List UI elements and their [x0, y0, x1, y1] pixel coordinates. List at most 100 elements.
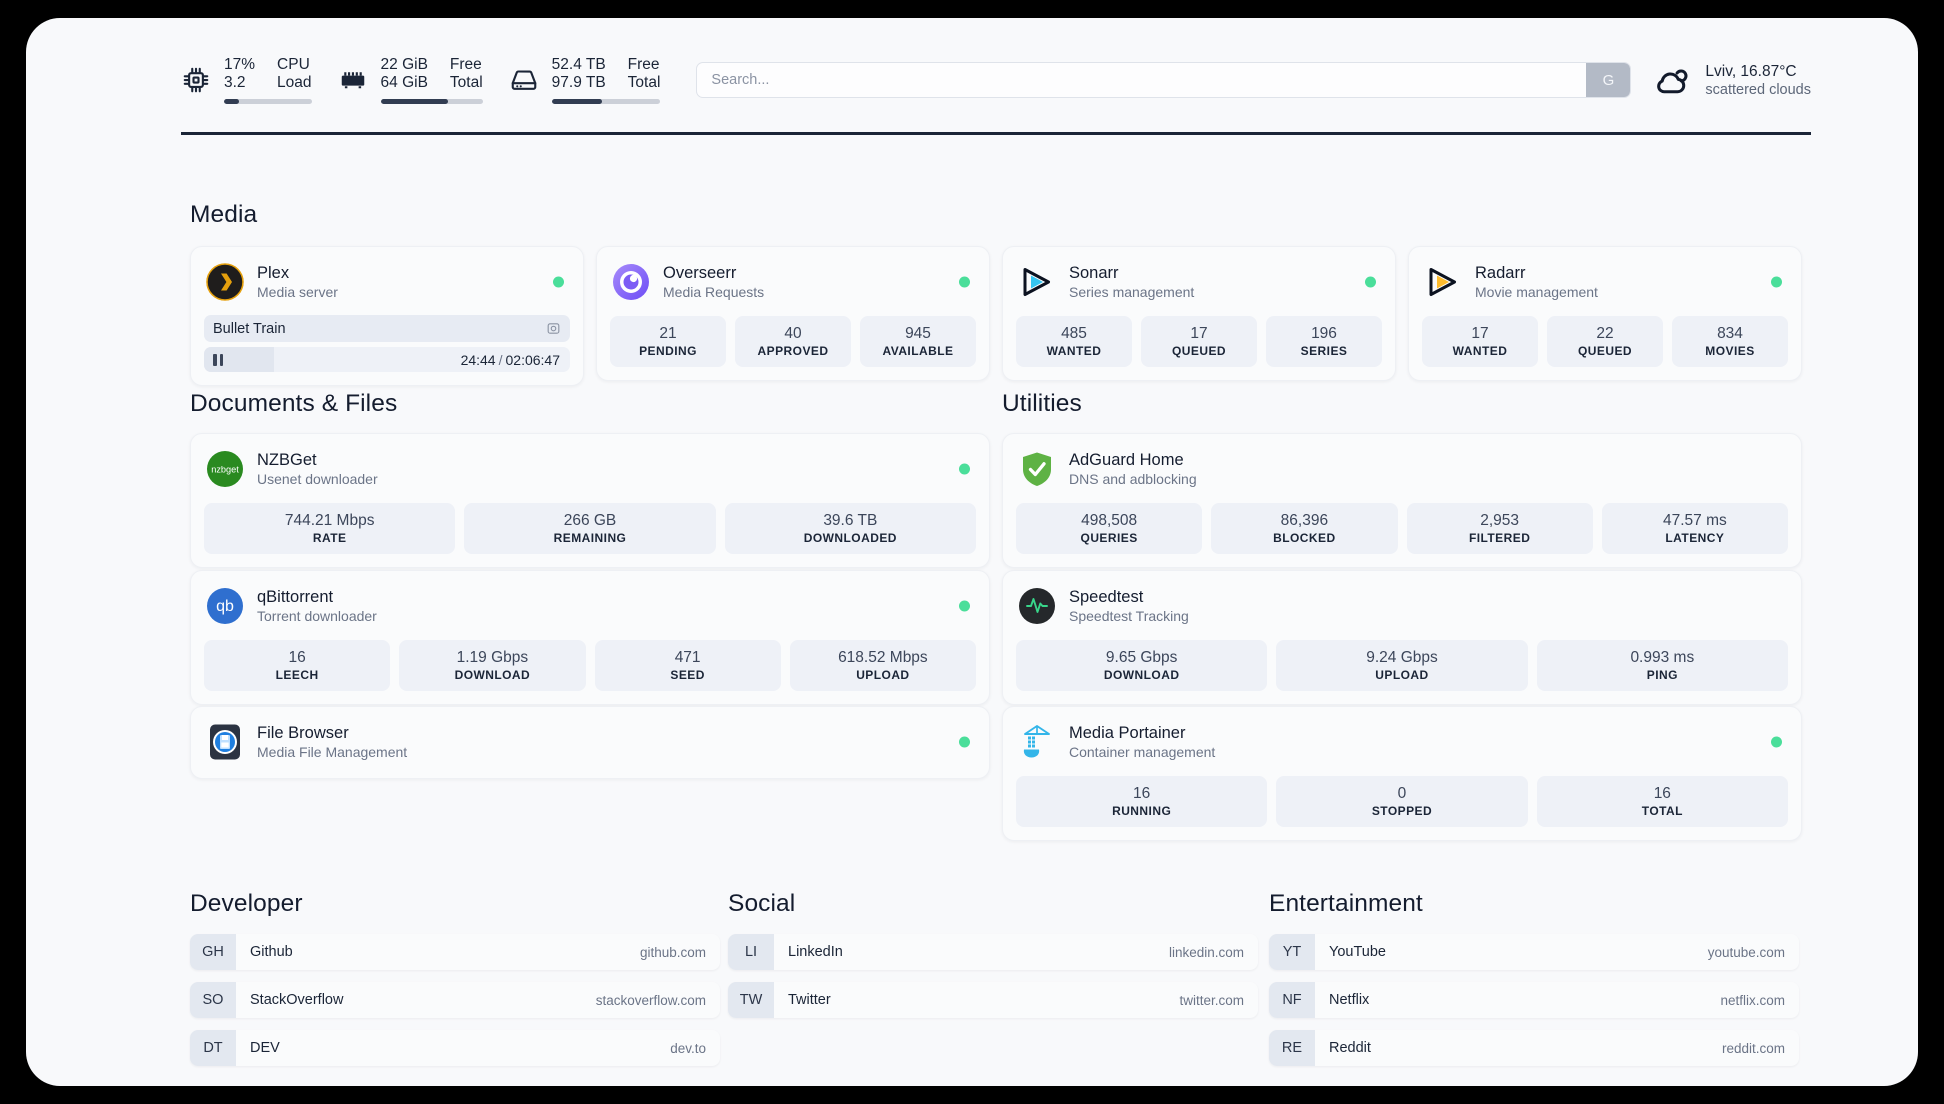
stat-tile: 471 SEED	[594, 640, 781, 691]
cpu-label: CPU	[277, 56, 310, 73]
link-url: reddit.com	[1721, 1040, 1785, 1056]
stat-tile: 834 MOVIES	[1672, 316, 1788, 367]
stat-tile: 9.24 Gbps UPLOAD	[1276, 640, 1528, 691]
sonarr-header: Sonarr Series management	[1016, 259, 1382, 305]
card-sonarr[interactable]: Sonarr Series management 485 WANTED 17 Q…	[1002, 246, 1396, 381]
stat-value: 266 GB	[563, 512, 617, 529]
list-item[interactable]: NF Netflix netflix.com	[1269, 982, 1799, 1018]
sonarr-desc: Series management	[1069, 284, 1195, 300]
stat-tile: 22 QUEUED	[1547, 316, 1663, 367]
list-item[interactable]: RE Reddit reddit.com	[1269, 1030, 1799, 1066]
stat-value: 86,396	[1280, 512, 1329, 529]
search-engine-button[interactable]: G	[1586, 63, 1631, 97]
stat-label: AVAILABLE	[882, 344, 954, 358]
stat-tile: 17 WANTED	[1422, 316, 1538, 367]
list-item[interactable]: GH Github github.com	[190, 934, 720, 970]
bookmarks-social: Social LI LinkedIn linkedin.com TW Twitt…	[728, 890, 1258, 1030]
entertainment-title: Entertainment	[1269, 890, 1423, 917]
cpu-load-label: Load	[277, 74, 312, 91]
memory-free-value: 22 GiB	[380, 56, 428, 73]
speedtest-icon	[1018, 587, 1056, 625]
stat-tile: 86,396 BLOCKED	[1211, 503, 1398, 554]
speedtest-stats: 9.65 Gbps DOWNLOAD 9.24 Gbps UPLOAD 0.99…	[1016, 640, 1788, 691]
card-qbittorrent[interactable]: qb qBittorrent Torrent downloader 16 LEE…	[190, 570, 990, 705]
stat-tile: 498,508 QUERIES	[1016, 503, 1203, 554]
plex-header: Plex Media server	[204, 259, 570, 305]
filebrowser-desc: Media File Management	[257, 744, 408, 760]
link-url: youtube.com	[1707, 944, 1785, 960]
search-box[interactable]: G	[696, 62, 1632, 98]
card-radarr[interactable]: Radarr Movie management 17 WANTED 22 QUE…	[1408, 246, 1802, 381]
link-url: github.com	[639, 944, 706, 960]
link-abbr: TW	[728, 982, 774, 1018]
plex-progress-row[interactable]: 24:44/02:06:47	[204, 347, 570, 372]
pause-icon[interactable]	[213, 353, 223, 366]
stat-value: 834	[1717, 325, 1743, 342]
social-title: Social	[728, 890, 796, 917]
plex-desc: Media server	[257, 284, 338, 300]
cpu-labels: CPU Load	[277, 56, 311, 92]
list-item[interactable]: SO StackOverflow stackoverflow.com	[190, 982, 720, 1018]
link-abbr: GH	[190, 934, 236, 970]
card-filebrowser[interactable]: File Browser Media File Management	[190, 706, 990, 779]
stat-label: FILTERED	[1468, 531, 1531, 545]
card-speedtest[interactable]: Speedtest Speedtest Tracking 9.65 Gbps D…	[1002, 570, 1802, 705]
stat-label: MOVIES	[1705, 344, 1755, 358]
stat-label: RUNNING	[1112, 804, 1172, 818]
stat-value: 471	[674, 649, 701, 666]
filebrowser-status-dot	[959, 736, 970, 748]
portainer-stats: 16 RUNNING 0 STOPPED 16 TOTAL	[1016, 776, 1788, 827]
link-name: Twitter	[788, 992, 831, 1008]
card-plex[interactable]: Plex Media server Bullet Train 24:44/02:…	[190, 246, 584, 386]
cpu-stat-group: 17% 3.2 CPU Load	[181, 56, 312, 104]
search-input[interactable]	[697, 63, 1587, 97]
card-adguard[interactable]: AdGuard Home DNS and adblocking 498,508 …	[1002, 433, 1802, 568]
header-bar: 17% 3.2 CPU Load	[181, 46, 1811, 114]
stat-tile: 0 STOPPED	[1276, 776, 1528, 827]
stat-tile: 40 APPROVED	[735, 316, 851, 367]
overseerr-desc: Media Requests	[663, 284, 765, 300]
stat-label: QUEUED	[1171, 344, 1227, 358]
memory-icon	[338, 65, 368, 95]
stat-value: 0	[1397, 785, 1407, 802]
adguard-shield-icon	[1018, 450, 1056, 488]
qbittorrent-header: qb qBittorrent Torrent downloader	[204, 583, 976, 629]
card-overseerr[interactable]: Overseerr Media Requests 21 PENDING 40 A…	[596, 246, 990, 381]
developer-title: Developer	[190, 890, 303, 917]
memory-values: 22 GiB 64 GiB	[381, 56, 428, 92]
link-name: LinkedIn	[788, 944, 843, 960]
disk-usage-bar	[551, 99, 661, 104]
cloud-icon	[1653, 61, 1691, 99]
link-url: dev.to	[670, 1040, 706, 1056]
list-item[interactable]: LI LinkedIn linkedin.com	[728, 934, 1258, 970]
portainer-icon	[1018, 723, 1056, 761]
stat-tile: 2,953 FILTERED	[1406, 503, 1593, 554]
plex-elapsed: 24:44	[460, 351, 496, 368]
speedtest-name: Speedtest	[1069, 588, 1144, 606]
svg-text:qb: qb	[216, 598, 234, 615]
card-nzbget[interactable]: nzbget NZBGet Usenet downloader 744.21 M…	[190, 433, 990, 568]
nzbget-header: nzbget NZBGet Usenet downloader	[204, 446, 976, 492]
overseerr-stats: 21 PENDING 40 APPROVED 945 AVAILABLE	[610, 316, 976, 367]
adguard-name: AdGuard Home	[1069, 451, 1184, 469]
list-item[interactable]: DT DEV dev.to	[190, 1030, 720, 1066]
card-portainer[interactable]: Media Portainer Container management 16 …	[1002, 706, 1802, 841]
link-abbr: NF	[1269, 982, 1315, 1018]
qbittorrent-status-dot	[959, 600, 970, 612]
stat-tile: 39.6 TB DOWNLOADED	[724, 503, 976, 554]
stat-value: 16	[1133, 785, 1151, 802]
stat-tile: 196 SERIES	[1266, 316, 1382, 367]
stat-label: TOTAL	[1641, 804, 1683, 818]
link-name: YouTube	[1329, 944, 1386, 960]
list-item[interactable]: TW Twitter twitter.com	[728, 982, 1258, 1018]
nzbget-desc: Usenet downloader	[257, 471, 378, 487]
qbittorrent-name: qBittorrent	[257, 588, 334, 606]
cast-icon[interactable]	[546, 321, 561, 336]
stat-value: 40	[784, 325, 802, 342]
stat-tile: 618.52 Mbps UPLOAD	[789, 640, 976, 691]
weather-widget[interactable]: Lviv, 16.87°C scattered clouds	[1653, 61, 1811, 99]
stat-label: WANTED	[1452, 344, 1508, 358]
list-item[interactable]: YT YouTube youtube.com	[1269, 934, 1799, 970]
stat-value: 21	[659, 325, 677, 342]
stat-value: 16	[1653, 785, 1671, 802]
